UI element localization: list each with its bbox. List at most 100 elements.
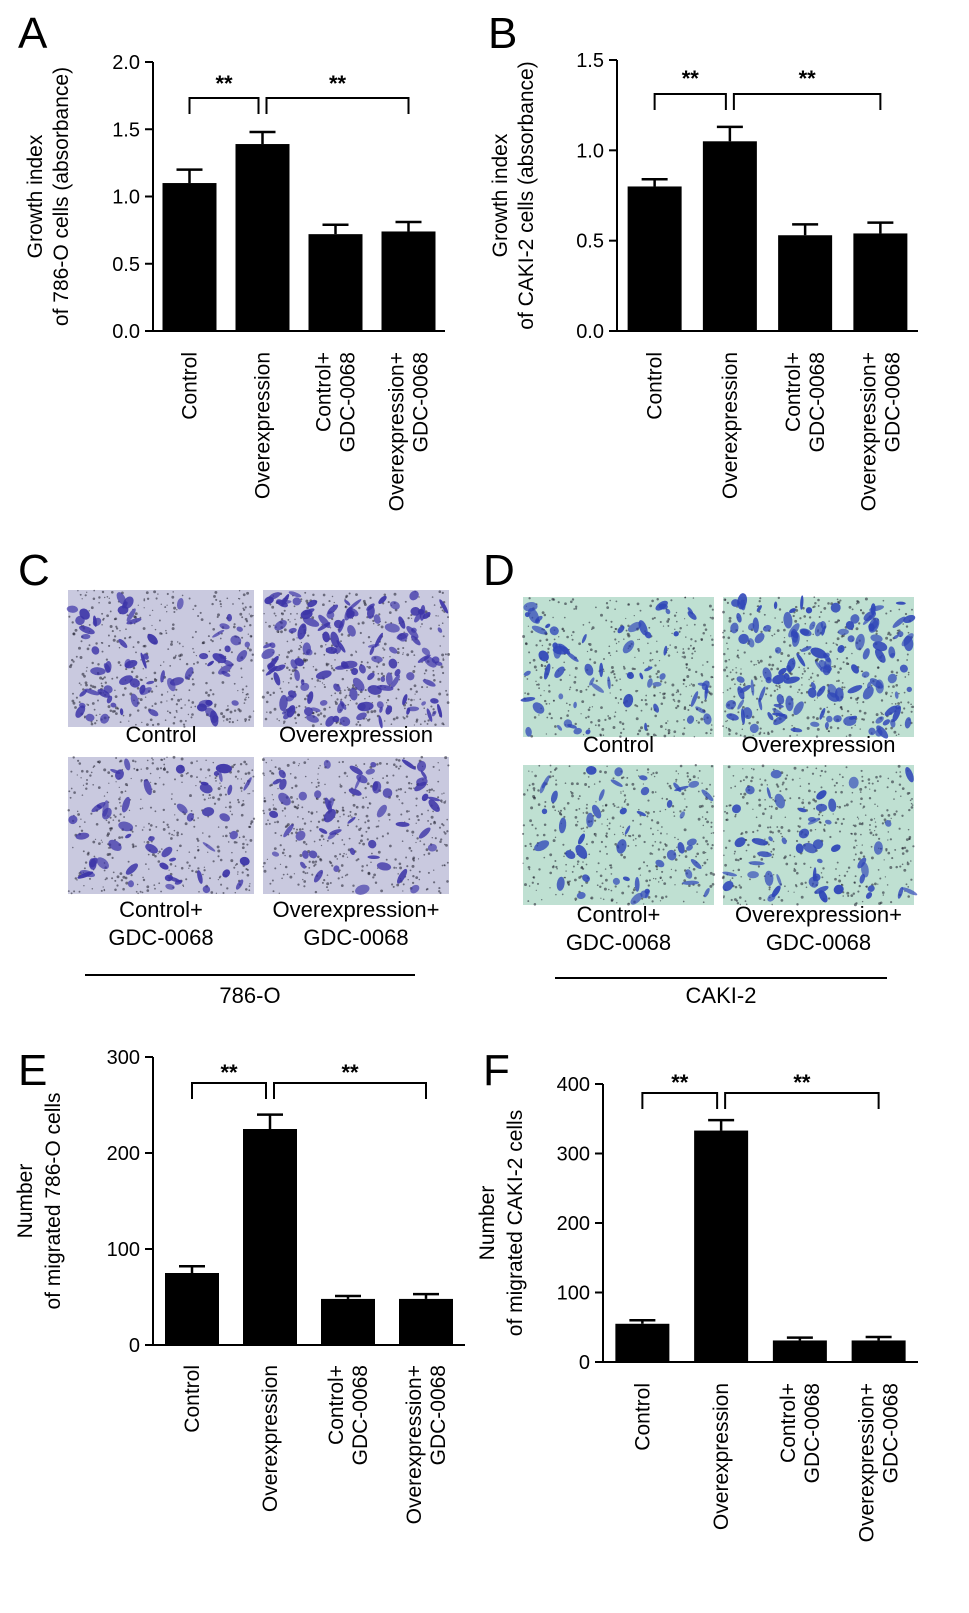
pore-dot: [709, 616, 712, 619]
pore-dot: [420, 626, 422, 628]
pore-dot: [407, 781, 411, 785]
pore-dot: [846, 870, 849, 873]
pore-dot: [723, 854, 725, 857]
significance-label: **: [793, 1070, 811, 1095]
pore-dot: [593, 661, 597, 664]
stained-cell: [619, 807, 627, 815]
stained-cell: [647, 678, 653, 688]
pore-dot: [241, 636, 244, 639]
pore-dot: [846, 709, 850, 713]
pore-dot: [598, 780, 601, 783]
pore-dot: [591, 626, 595, 630]
pore-dot: [887, 839, 889, 841]
pore-dot: [735, 899, 739, 902]
stained-cell: [211, 715, 219, 724]
pore-dot: [317, 778, 319, 781]
pore-dot: [405, 775, 408, 778]
pore-dot: [377, 694, 381, 698]
pore-dot: [799, 785, 802, 787]
pore-dot: [823, 607, 827, 610]
pore-dot: [690, 695, 693, 697]
pore-dot: [841, 776, 844, 779]
pore-dot: [572, 630, 575, 634]
pore-dot: [175, 688, 178, 691]
pore-dot: [139, 890, 142, 893]
pore-dot: [225, 708, 228, 712]
pore-dot: [650, 773, 653, 776]
pore-dot: [80, 818, 82, 820]
stained-cell: [819, 707, 826, 720]
pore-dot: [620, 792, 622, 794]
pore-dot: [526, 692, 530, 696]
bar: [165, 1273, 219, 1345]
pore-dot: [762, 812, 765, 816]
pore-dot: [676, 846, 678, 849]
pore-dot: [737, 711, 740, 714]
pore-dot: [548, 684, 551, 687]
pore-dot: [221, 681, 225, 684]
stained-cell: [339, 716, 351, 727]
pore-dot: [618, 641, 620, 643]
pore-dot: [346, 669, 348, 672]
pore-dot: [821, 814, 824, 817]
bar: [381, 231, 436, 331]
pore-dot: [103, 795, 106, 797]
pore-dot: [111, 856, 114, 859]
pore-dot: [370, 852, 373, 855]
pore-dot: [772, 848, 775, 851]
stained-cell: [236, 650, 248, 662]
category-label-line: Control: [181, 1365, 204, 1433]
pore-dot: [72, 846, 74, 849]
pore-dot: [78, 646, 81, 650]
panel-letter-c: C: [18, 546, 50, 595]
pore-dot: [622, 832, 624, 834]
stained-cell: [816, 858, 823, 864]
pore-dot: [141, 807, 144, 809]
pore-dot: [544, 800, 547, 804]
pore-dot: [237, 798, 240, 801]
pore-dot: [685, 685, 687, 688]
pore-dot: [286, 873, 289, 876]
pore-dot: [103, 869, 106, 872]
pore-dot: [340, 698, 343, 701]
micrograph-label: Overexpression: [741, 732, 895, 757]
pore-dot: [675, 770, 678, 772]
pore-dot: [642, 783, 645, 785]
pore-dot: [798, 825, 801, 828]
pore-dot: [127, 860, 130, 863]
pore-dot: [697, 721, 701, 724]
pore-dot: [527, 790, 529, 792]
pore-dot: [295, 840, 298, 842]
pore-dot: [111, 591, 114, 594]
pore-dot: [898, 608, 901, 611]
pore-dot: [293, 605, 296, 608]
pore-dot: [355, 764, 357, 767]
pore-dot: [151, 853, 155, 857]
pore-dot: [240, 676, 243, 679]
pore-dot: [172, 722, 176, 725]
pore-dot: [152, 758, 154, 761]
pore-dot: [115, 757, 118, 759]
category-label: Control: [644, 352, 667, 420]
pore-dot: [690, 683, 693, 685]
pore-dot: [320, 834, 324, 838]
pore-dot: [344, 605, 347, 608]
pore-dot: [438, 624, 440, 627]
pore-dot: [861, 611, 865, 615]
stained-cell: [122, 596, 134, 609]
pore-dot: [594, 724, 597, 727]
pore-dot: [229, 801, 232, 804]
pore-dot: [417, 858, 420, 860]
stained-cell: [333, 619, 344, 629]
pore-dot: [642, 662, 645, 664]
pore-dot: [349, 699, 352, 702]
pore-dot: [315, 785, 318, 789]
pore-dot: [75, 696, 78, 699]
pore-dot: [131, 830, 134, 833]
pore-dot: [252, 710, 255, 712]
pore-dot: [108, 782, 110, 784]
pore-dot: [656, 675, 659, 679]
pore-dot: [415, 841, 417, 844]
stained-cell: [323, 759, 331, 769]
pore-dot: [180, 774, 184, 778]
